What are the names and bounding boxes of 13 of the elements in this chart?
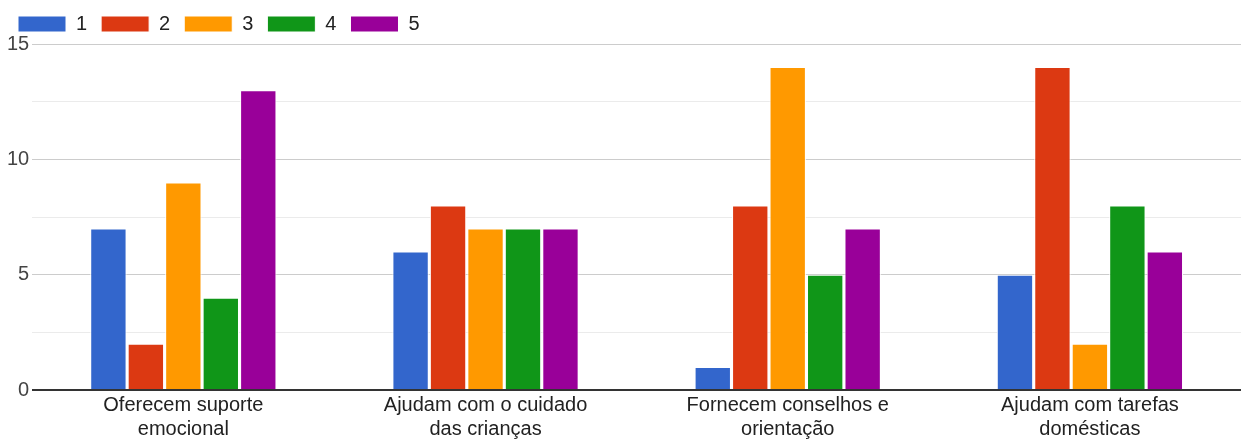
y-tick-label: 0 bbox=[18, 377, 30, 400]
x-tick-label: Fornecem conselhos e orientação bbox=[686, 392, 889, 439]
y-tick-label: 5 bbox=[18, 262, 30, 285]
x-tick-label: Ajudam com o cuidado das crianças bbox=[383, 392, 588, 439]
x-tick-label: Oferecem suporte emocional bbox=[103, 392, 264, 439]
legend-label: 3 bbox=[242, 11, 254, 34]
legend-label: 5 bbox=[408, 11, 420, 34]
y-tick-label: 15 bbox=[7, 31, 30, 54]
x-tick-label: Ajudam com tarefas domésticas bbox=[1000, 392, 1179, 439]
legend-label: 2 bbox=[159, 11, 171, 34]
y-tick-label: 10 bbox=[7, 146, 30, 169]
legend-label: 1 bbox=[76, 11, 88, 34]
legend-label: 4 bbox=[325, 11, 337, 34]
